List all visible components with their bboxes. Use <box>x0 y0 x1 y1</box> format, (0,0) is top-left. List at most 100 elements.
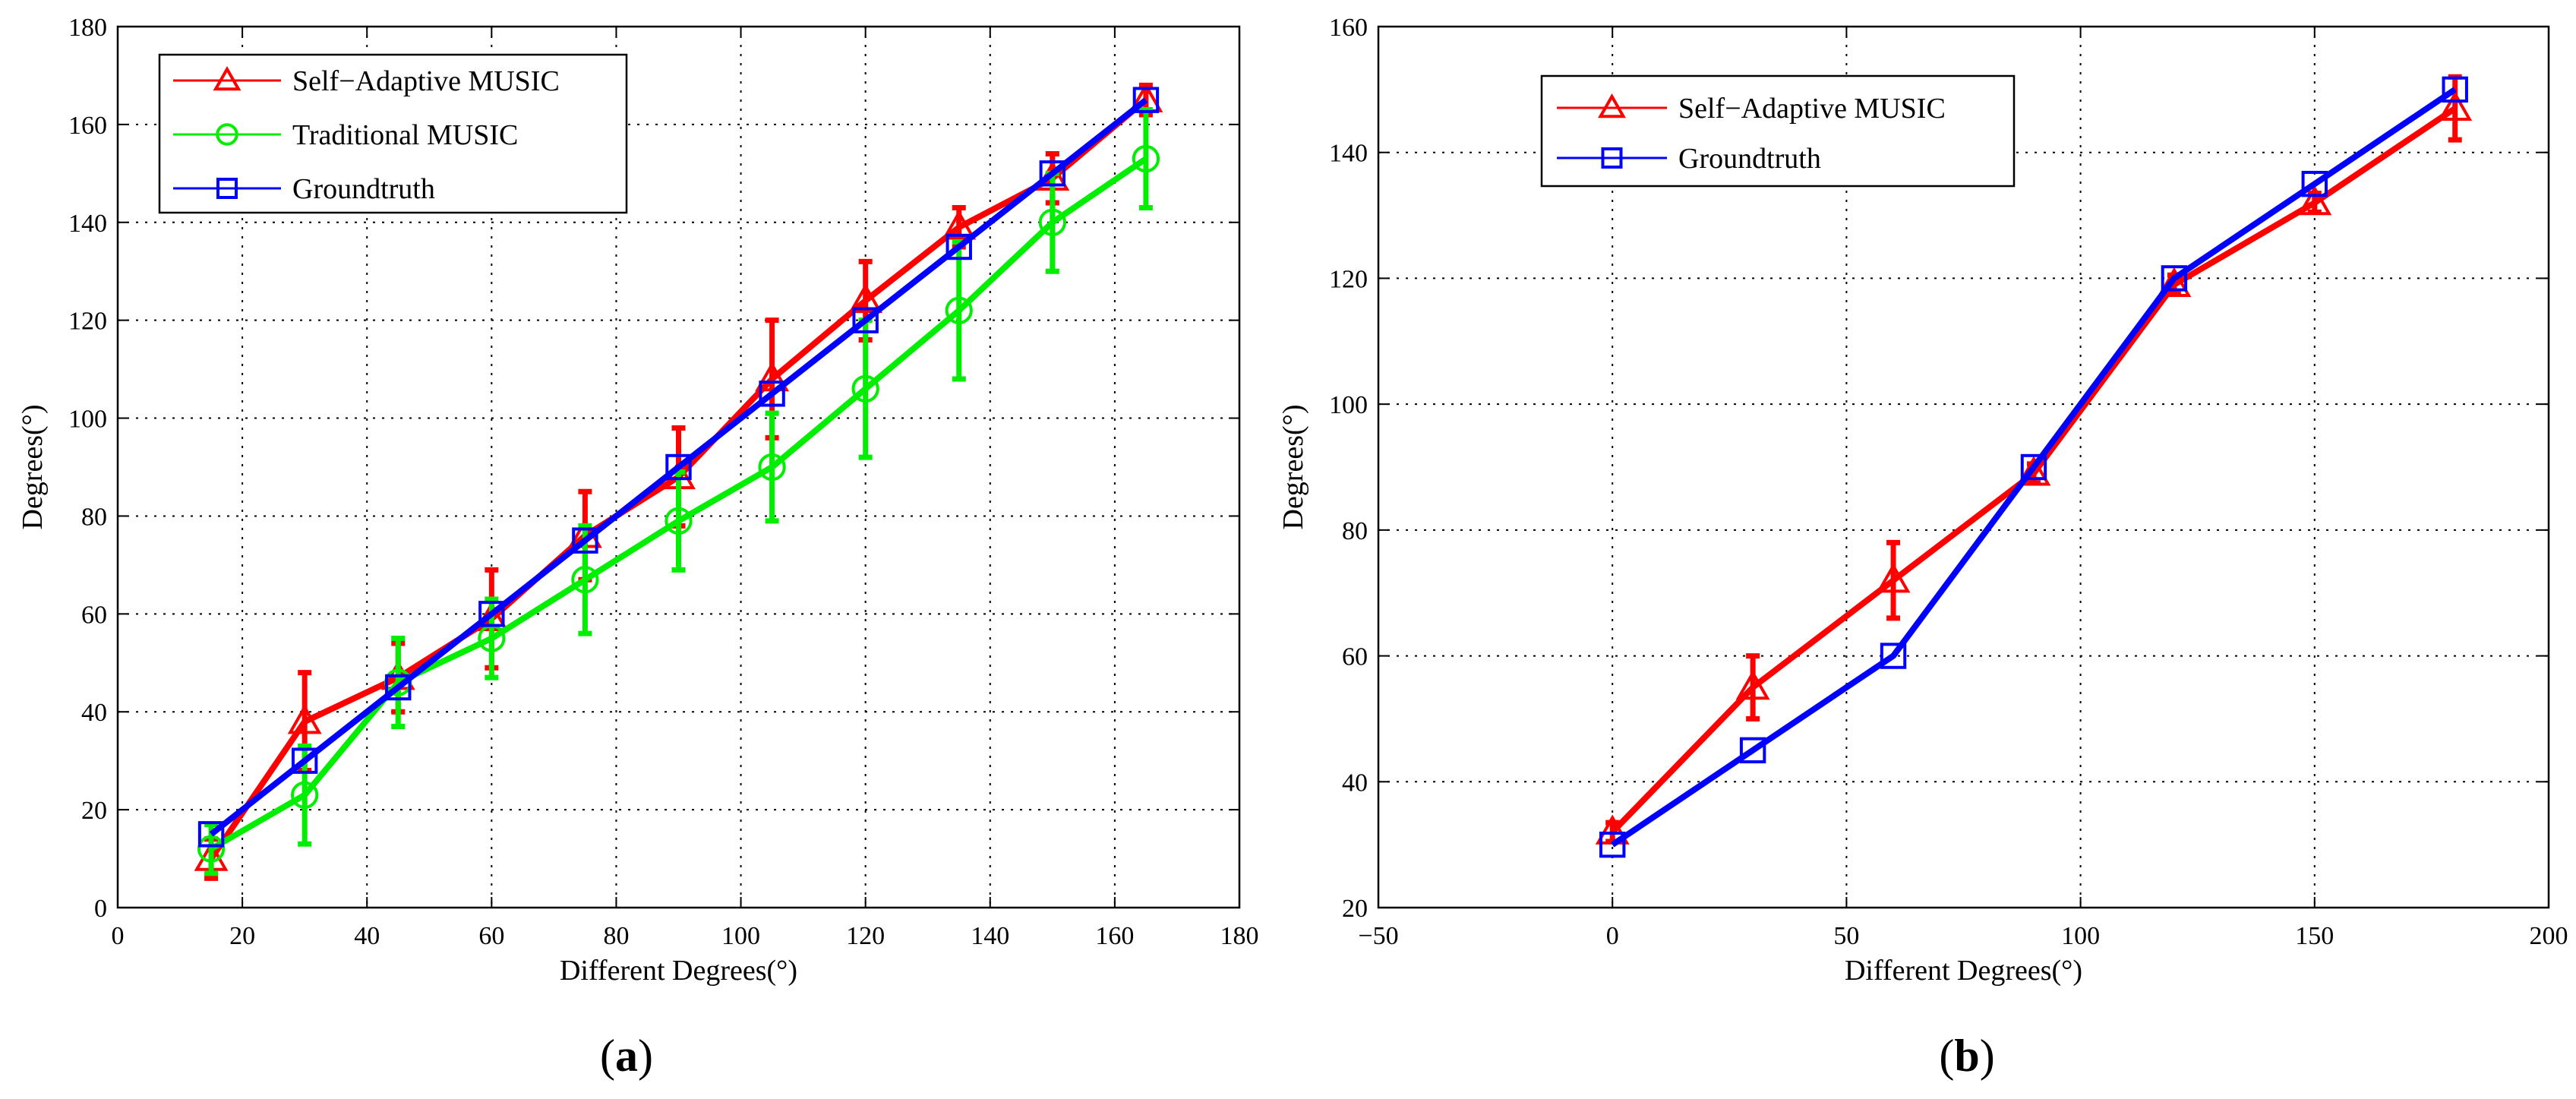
data-point <box>291 747 318 774</box>
y-tick-label: 60 <box>81 601 107 629</box>
data-point <box>572 527 598 554</box>
y-tick-label: 160 <box>1329 14 1368 42</box>
y-tick-label: 140 <box>1329 140 1368 168</box>
panel-label: (a) <box>600 1031 653 1081</box>
y-tick-label: 100 <box>68 406 107 434</box>
y-tick-label: 40 <box>81 699 107 727</box>
series-line <box>209 97 1148 837</box>
series-groundtruth <box>197 87 1160 848</box>
legend-marker <box>216 123 238 146</box>
x-tick-label: 200 <box>2530 922 2568 950</box>
data-point <box>1038 208 1066 236</box>
y-tick-label: 60 <box>1342 643 1368 671</box>
data-point <box>197 821 225 848</box>
data-point <box>197 835 226 863</box>
data-point <box>848 283 883 314</box>
data-point <box>2438 90 2473 121</box>
x-axis-label: Different Degrees(°) <box>560 955 797 987</box>
y-tick-label: 80 <box>1342 517 1368 545</box>
x-tick-label: 120 <box>846 922 885 950</box>
data-point <box>1880 643 1907 669</box>
legend-entry: Groundtruth <box>173 173 435 205</box>
y-tick-label: 160 <box>68 112 107 140</box>
x-tick-label: 50 <box>1833 922 1859 950</box>
data-point <box>665 453 692 481</box>
series-groundtruth <box>1599 76 2468 858</box>
y-axis-label: Degrees(°) <box>1277 405 1309 530</box>
data-point <box>759 381 785 407</box>
data-point <box>945 233 972 261</box>
y-tick-label: 180 <box>68 14 107 42</box>
legend-label: Self−Adaptive MUSIC <box>292 65 560 97</box>
data-point <box>287 704 322 734</box>
data-point <box>1876 563 1911 593</box>
plot-area-frame <box>1377 25 2550 909</box>
x-tick-label: 100 <box>2061 922 2100 950</box>
panel-label: (b) <box>1939 1031 1994 1081</box>
data-point <box>1132 144 1160 173</box>
x-tick-label: 20 <box>229 922 255 950</box>
legend-label: Groundtruth <box>292 173 435 205</box>
data-point <box>2157 267 2192 297</box>
data-point <box>2020 453 2047 481</box>
data-point <box>2016 456 2051 486</box>
data-point <box>1739 737 1766 764</box>
series-traditional-music <box>197 107 1160 876</box>
x-tick-label: 0 <box>1606 922 1619 950</box>
legend: Self−Adaptive MUSIC Traditional MUSIC Grou… <box>158 53 628 214</box>
y-tick-label: 80 <box>81 503 107 531</box>
y-tick-label: 100 <box>1329 391 1368 419</box>
x-tick-label: 60 <box>478 922 504 950</box>
legend-entry: Self−Adaptive MUSIC <box>1557 93 1946 125</box>
data-point <box>1039 160 1066 187</box>
data-point <box>852 307 879 333</box>
x-tick-label: −50 <box>1358 922 1398 950</box>
data-point <box>2442 76 2468 103</box>
x-axis-label: Different Degrees(°) <box>1845 955 2082 987</box>
legend-label: Traditional MUSIC <box>292 119 518 151</box>
data-point <box>385 674 412 701</box>
plot-area-frame <box>116 25 1241 909</box>
data-point <box>571 566 599 594</box>
data-point <box>2301 170 2328 197</box>
x-tick-label: 180 <box>1220 922 1259 950</box>
data-point <box>478 601 505 627</box>
data-point <box>851 374 879 403</box>
y-tick-label: 120 <box>68 308 107 336</box>
y-tick-label: 140 <box>68 210 107 238</box>
legend-entry: Self−Adaptive MUSIC <box>173 65 560 97</box>
legend-entry: Traditional MUSIC <box>173 119 518 151</box>
data-point <box>945 296 973 324</box>
data-point <box>942 210 977 240</box>
x-tick-label: 140 <box>971 922 1009 950</box>
data-point <box>758 453 786 482</box>
y-tick-label: 20 <box>81 797 107 825</box>
legend-label: Self−Adaptive MUSIC <box>1678 93 1946 125</box>
y-tick-label: 0 <box>94 895 107 923</box>
x-tick-label: 0 <box>112 922 125 950</box>
y-axis-label: Degrees(°) <box>17 405 49 530</box>
data-point <box>665 507 693 535</box>
chart-b: −50 0 50 100 150 200 20 40 60 80 100 120 140 160 Diffe… <box>1277 14 2568 1081</box>
x-tick-label: 40 <box>354 922 380 950</box>
data-point <box>1735 669 1770 700</box>
legend-marker <box>216 178 238 199</box>
data-point <box>2161 265 2188 292</box>
chart-a: 0 20 40 60 80 100 120 140 160 180 0 20 40 60 80 100 120 1… <box>17 14 1259 1081</box>
legend-marker <box>1598 93 1626 118</box>
x-tick-label: 150 <box>2295 922 2334 950</box>
data-point <box>291 781 319 809</box>
legend-marker <box>213 65 242 91</box>
y-tick-label: 120 <box>1329 265 1368 293</box>
x-tick-label: 160 <box>1095 922 1134 950</box>
y-tick-label: 40 <box>1342 769 1368 797</box>
data-point <box>1132 87 1160 113</box>
series-self-adaptive-music <box>1595 74 2473 845</box>
data-point <box>1599 831 1626 858</box>
legend-label: Groundtruth <box>1678 143 1821 175</box>
data-point <box>2297 185 2332 216</box>
y-tick-label: 20 <box>1342 895 1368 923</box>
legend: Self−Adaptive MUSIC Groundtruth <box>1540 74 2016 188</box>
x-tick-label: 100 <box>721 922 760 950</box>
